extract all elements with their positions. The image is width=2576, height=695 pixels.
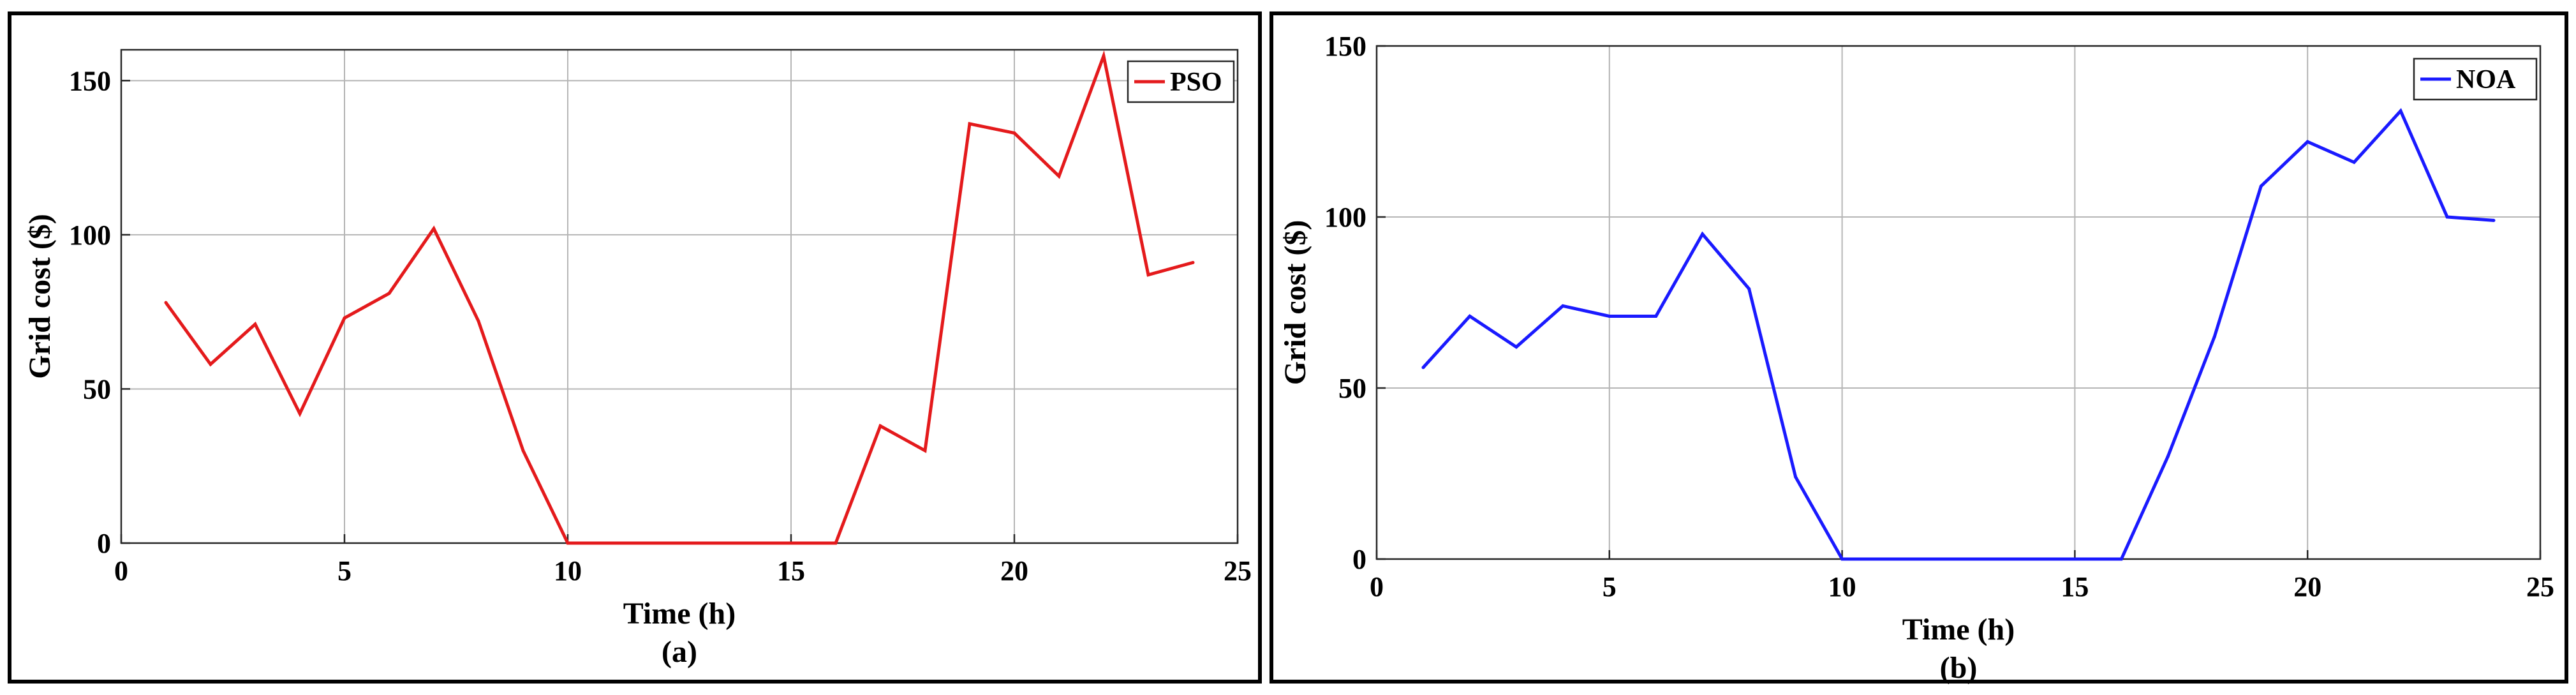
chart-a-point-PSO-13 (700, 541, 704, 545)
chart-a-panel-label: (a) (662, 635, 697, 669)
chart-a-ytick-label-0: 0 (97, 528, 111, 559)
chart-a-point-PSO-4 (298, 412, 302, 415)
chart-a-y-axis-label: Grid cost ($) (23, 214, 57, 379)
chart-a-point-PSO-6 (387, 292, 391, 295)
chart-a-x-axis-label: Time (h) (623, 597, 736, 631)
chart-a-point-PSO-24 (1191, 260, 1195, 264)
chart-b-point-NOA-3 (1514, 345, 1518, 349)
chart-a-point-PSO-23 (1146, 273, 1150, 277)
chart-a-point-PSO-11 (611, 541, 614, 545)
chart-a-xtick-label-5: 5 (337, 555, 352, 587)
chart-a-xtick-label-0: 0 (114, 555, 128, 587)
chart-a-point-PSO-18 (923, 449, 927, 452)
chart-a-point-PSO-2 (209, 362, 212, 366)
chart-b-y-axis-label: Grid cost ($) (1278, 220, 1312, 385)
chart-a-point-PSO-17 (878, 424, 882, 428)
chart-b-x-axis-label: Time (h) (1902, 613, 2015, 646)
chart-b-svg: 0 5 10 15 20 25 0 50 100 150 Time (h) Grid cost ($)… (1278, 31, 2554, 685)
chart-b-point-NOA-12 (1934, 557, 1937, 561)
chart-b-xtick-label-15: 15 (2061, 571, 2089, 602)
chart-a-legend-label-PSO: PSO (1170, 68, 1222, 97)
chart-a-point-PSO-10 (566, 541, 570, 545)
chart-b-panel-label: (b) (1940, 651, 1978, 685)
chart-a-series-line-PSO (164, 50, 1194, 545)
chart-panel-a: 0 5 10 15 20 25 0 50 100 150 Time (h) Grid cost ($)… (8, 11, 1262, 684)
chart-b-xtick-label-20: 20 (2293, 571, 2321, 602)
chart-b-xtick-label-25: 25 (2526, 571, 2554, 602)
chart-a-legend: PSO (1127, 60, 1235, 103)
chart-a-ytick-label-50: 50 (83, 373, 111, 405)
chart-b-point-NOA-9 (1794, 475, 1798, 479)
chart-a-xtick-label-25: 25 (1224, 555, 1252, 587)
chart-a-point-PSO-14 (744, 541, 748, 545)
chart-b-point-NOA-11 (1887, 557, 1891, 561)
chart-a-svg: 0 5 10 15 20 25 0 50 100 150 Time (h) Grid cost ($)… (23, 49, 1252, 669)
chart-b-xtick-label-5: 5 (1603, 571, 1617, 602)
chart-b-point-NOA-4 (1561, 304, 1565, 308)
chart-b-point-NOA-16 (2119, 557, 2123, 561)
chart-panel-b: 0 5 10 15 20 25 0 50 100 150 Time (h) Grid cost ($)… (1269, 11, 2568, 685)
chart-b-point-NOA-22 (2399, 109, 2402, 113)
chart-b-ytick-label-50: 50 (1338, 373, 1366, 404)
chart-a-ytick-label-100: 100 (69, 220, 111, 251)
chart-b-ytick-label-0: 0 (1352, 544, 1366, 575)
chart-b-plot-frame (1375, 45, 2542, 560)
chart-a-point-PSO-12 (655, 541, 659, 545)
chart-b-legend-label-NOA: NOA (2456, 65, 2516, 94)
chart-a-point-PSO-15 (789, 541, 793, 545)
chart-a-point-PSO-7 (432, 227, 436, 230)
chart-b-ytick-label-150: 150 (1324, 31, 1366, 62)
chart-a-point-PSO-20 (1012, 131, 1016, 135)
chart-b-legend: NOA (2413, 57, 2538, 101)
chart-a-point-PSO-22 (1102, 54, 1106, 58)
chart-b-point-NOA-18 (2212, 335, 2216, 339)
chart-a-ytick-label-150: 150 (69, 65, 111, 96)
chart-a-point-PSO-5 (343, 316, 346, 320)
chart-a-point-PSO-8 (477, 319, 480, 323)
chart-a-point-PSO-3 (253, 322, 257, 326)
chart-b-point-NOA-13 (1980, 557, 1983, 561)
chart-b-point-NOA-21 (2352, 160, 2356, 164)
chart-a-xtick-label-15: 15 (777, 555, 805, 587)
chart-a-point-PSO-16 (834, 541, 838, 545)
chart-b-series-line-NOA (1422, 108, 2494, 561)
chart-b-point-NOA-2 (1468, 314, 1472, 318)
chart-b-point-NOA-17 (2166, 454, 2170, 458)
chart-b-point-NOA-15 (2073, 557, 2076, 561)
chart-b-point-NOA-10 (1840, 557, 1844, 561)
chart-b-ytick-label-100: 100 (1324, 202, 1366, 233)
chart-a-xtick-label-20: 20 (1000, 555, 1028, 587)
chart-b-point-NOA-1 (1421, 366, 1425, 370)
chart-b-point-NOA-8 (1747, 287, 1751, 291)
chart-a-point-PSO-21 (1057, 174, 1061, 178)
chart-a-point-PSO-1 (164, 301, 168, 304)
chart-b-point-NOA-23 (2445, 215, 2449, 219)
chart-b-xtick-label-0: 0 (1370, 571, 1384, 602)
chart-b-point-NOA-24 (2492, 218, 2496, 222)
chart-b-point-NOA-7 (1701, 232, 1705, 236)
chart-b-point-NOA-14 (2026, 557, 2030, 561)
chart-a-plot-frame (120, 49, 1239, 544)
chart-b-point-NOA-6 (1654, 314, 1658, 318)
chart-b-point-NOA-20 (2306, 140, 2309, 144)
chart-b-point-NOA-5 (1608, 314, 1611, 318)
chart-a-point-PSO-9 (521, 449, 525, 452)
chart-b-point-NOA-19 (2259, 184, 2263, 188)
chart-a-point-PSO-19 (968, 122, 972, 126)
chart-a-xtick-label-10: 10 (554, 555, 582, 587)
chart-b-xtick-label-10: 10 (1828, 571, 1856, 602)
